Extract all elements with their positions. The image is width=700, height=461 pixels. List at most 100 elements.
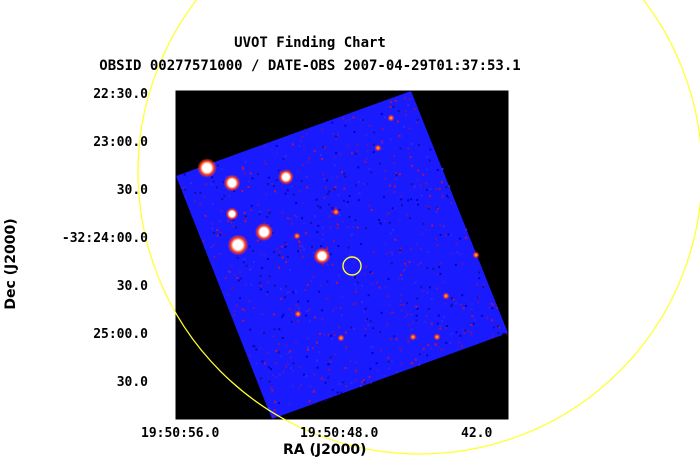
noise-pixel	[203, 195, 206, 198]
noise-pixel	[338, 209, 341, 211]
noise-pixel	[444, 234, 447, 237]
noise-pixel	[395, 338, 398, 341]
noise-pixel	[497, 325, 499, 328]
noise-pixel	[295, 290, 297, 293]
noise-pixel	[417, 263, 420, 266]
noise-pixel	[325, 179, 328, 182]
noise-pixel	[492, 333, 495, 336]
noise-pixel	[356, 143, 359, 146]
noise-pixel	[334, 186, 337, 189]
noise-pixel	[285, 261, 288, 264]
noise-pixel	[346, 144, 349, 147]
noise-pixel	[290, 311, 293, 314]
noise-pixel	[420, 285, 423, 288]
noise-pixel	[323, 333, 326, 336]
noise-pixel	[425, 315, 428, 318]
noise-pixel	[313, 390, 316, 393]
noise-pixel	[431, 224, 434, 227]
noise-pixel	[418, 363, 421, 366]
noise-pixel	[336, 223, 339, 226]
noise-pixel	[328, 203, 331, 206]
noise-pixel	[397, 120, 400, 123]
noise-pixel	[408, 260, 411, 263]
noise-pixel	[298, 240, 300, 243]
noise-pixel	[372, 143, 375, 146]
noise-pixel	[393, 154, 396, 157]
noise-pixel	[365, 160, 368, 163]
noise-pixel	[248, 245, 251, 248]
noise-pixel	[429, 188, 432, 190]
ra-tick-label: 19:50:56.0	[141, 426, 220, 441]
noise-pixel	[414, 281, 417, 284]
noise-pixel	[327, 334, 330, 337]
noise-pixel	[290, 185, 293, 188]
noise-pixel	[329, 226, 332, 229]
noise-pixel	[334, 353, 337, 356]
noise-pixel	[415, 243, 418, 246]
faint-source	[294, 310, 302, 318]
noise-pixel	[427, 207, 430, 210]
noise-pixel	[301, 164, 304, 166]
noise-pixel	[312, 275, 315, 278]
noise-pixel	[300, 180, 303, 182]
noise-pixel	[353, 130, 356, 133]
noise-pixel	[339, 307, 342, 309]
noise-pixel	[378, 286, 381, 289]
noise-pixel	[399, 147, 402, 150]
noise-pixel	[388, 221, 391, 224]
noise-pixel	[432, 267, 435, 270]
noise-pixel	[426, 267, 429, 270]
noise-pixel	[267, 258, 269, 261]
noise-pixel	[416, 118, 419, 121]
noise-pixel	[449, 233, 452, 236]
noise-pixel	[366, 150, 369, 153]
noise-pixel	[398, 134, 401, 137]
noise-pixel	[286, 291, 289, 294]
noise-pixel	[411, 164, 414, 167]
noise-pixel	[443, 315, 446, 318]
noise-pixel	[184, 188, 187, 191]
bright-source	[313, 247, 331, 265]
noise-pixel	[394, 99, 397, 102]
noise-pixel	[365, 182, 368, 185]
noise-pixel	[282, 371, 285, 374]
noise-pixel	[236, 277, 239, 279]
noise-pixel	[216, 164, 219, 167]
noise-pixel	[342, 117, 345, 120]
noise-pixel	[379, 331, 382, 334]
noise-pixel	[291, 385, 294, 388]
noise-pixel	[393, 335, 396, 338]
noise-pixel	[434, 237, 437, 240]
noise-pixel	[324, 398, 327, 401]
noise-pixel	[438, 266, 441, 269]
noise-pixel	[271, 389, 274, 392]
noise-pixel	[351, 303, 354, 306]
bright-source	[227, 234, 249, 256]
noise-pixel	[281, 315, 284, 318]
noise-pixel	[390, 262, 393, 265]
noise-pixel	[316, 366, 319, 369]
noise-pixel	[456, 251, 459, 254]
noise-pixel	[361, 119, 364, 121]
noise-pixel	[369, 320, 372, 323]
noise-pixel	[411, 143, 413, 146]
x-axis-label: RA (J2000)	[283, 442, 367, 458]
noise-pixel	[410, 313, 412, 316]
noise-pixel	[400, 274, 403, 277]
noise-pixel	[351, 233, 354, 236]
noise-pixel	[419, 247, 422, 250]
noise-pixel	[367, 324, 370, 326]
noise-pixel	[416, 178, 419, 181]
noise-pixel	[435, 210, 438, 213]
noise-pixel	[360, 284, 363, 287]
noise-pixel	[426, 251, 429, 254]
noise-pixel	[345, 385, 348, 388]
noise-pixel	[211, 176, 214, 179]
noise-pixel	[465, 228, 468, 231]
noise-pixel	[274, 284, 276, 287]
noise-pixel	[441, 320, 443, 323]
noise-pixel	[406, 313, 409, 316]
noise-pixel	[340, 391, 343, 394]
noise-pixel	[389, 101, 392, 104]
noise-pixel	[376, 369, 379, 372]
